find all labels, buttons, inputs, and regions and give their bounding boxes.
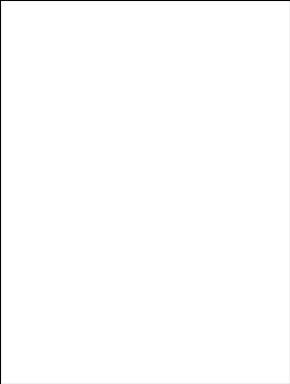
Bar bbox=[36, 46, 93, 221]
FancyBboxPatch shape bbox=[41, 309, 54, 316]
FancyBboxPatch shape bbox=[41, 323, 54, 329]
Bar bbox=[226, 56, 240, 221]
Title: GDS3199 / 1393765_at: GDS3199 / 1393765_at bbox=[76, 30, 221, 43]
Bar bbox=[170, 162, 184, 221]
FancyBboxPatch shape bbox=[41, 295, 54, 302]
Text: GSM266747: GSM266747 bbox=[60, 223, 69, 278]
Bar bbox=[148, 46, 205, 221]
Bar bbox=[170, 162, 184, 221]
Text: GSM266749: GSM266749 bbox=[172, 223, 181, 278]
Text: count: count bbox=[61, 294, 87, 303]
Bar bbox=[57, 170, 71, 221]
Bar bbox=[116, 182, 125, 221]
Text: GSM266748: GSM266748 bbox=[116, 223, 125, 278]
Bar bbox=[113, 195, 128, 221]
Bar bbox=[93, 46, 148, 221]
Text: rank, Detection Call = ABSENT: rank, Detection Call = ABSENT bbox=[61, 335, 200, 344]
Text: value, Detection Call = ABSENT: value, Detection Call = ABSENT bbox=[61, 321, 204, 330]
Text: GSM266750: GSM266750 bbox=[229, 223, 238, 278]
Bar bbox=[229, 147, 237, 221]
Bar bbox=[173, 176, 181, 221]
FancyBboxPatch shape bbox=[41, 336, 54, 343]
Bar bbox=[205, 46, 261, 221]
Text: percentile rank within the sample: percentile rank within the sample bbox=[61, 308, 214, 317]
